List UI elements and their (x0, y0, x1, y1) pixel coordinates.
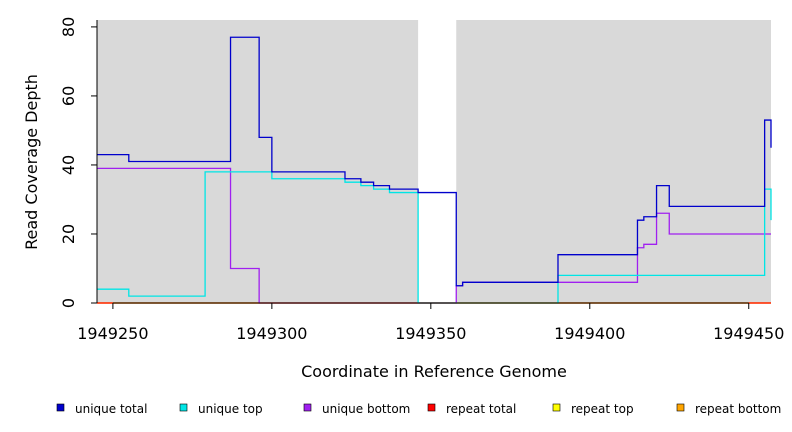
legend-label: unique bottom (322, 402, 410, 416)
x-tick-label: 1949300 (236, 324, 307, 343)
legend-item-repeat-top: repeat top (552, 402, 634, 416)
y-axis: 0 20 40 60 80 (59, 17, 97, 308)
legend-label: repeat total (446, 402, 516, 416)
legend-item-repeat-total: repeat total (427, 402, 516, 416)
legend-swatch (303, 403, 312, 412)
legend-item-unique-bottom: unique bottom (303, 402, 410, 416)
x-axis: 1949250 1949300 1949350 1949400 1949450 (77, 302, 784, 343)
x-tick-label: 1949400 (554, 324, 625, 343)
legend-item-unique-top: unique top (179, 402, 263, 416)
legend-item-repeat-bottom: repeat bottom (676, 402, 781, 416)
legend-label: repeat top (571, 402, 634, 416)
y-tick-label: 0 (59, 298, 78, 308)
legend: unique total unique top unique bottom repea… (56, 402, 781, 416)
coverage-gap (418, 20, 457, 303)
legend-item-unique-total: unique total (56, 402, 147, 416)
y-tick-label: 40 (59, 155, 78, 175)
legend-label: repeat bottom (695, 402, 781, 416)
legend-swatch (179, 403, 188, 412)
y-tick-label: 60 (59, 86, 78, 106)
x-tick-label: 1949450 (713, 324, 784, 343)
y-tick-label: 80 (59, 17, 78, 37)
x-axis-title: Coordinate in Reference Genome (301, 362, 567, 381)
x-tick-label: 1949350 (395, 324, 466, 343)
y-axis-title: Read Coverage Depth (22, 74, 41, 250)
legend-swatch (676, 403, 685, 412)
x-tick-label: 1949250 (77, 324, 148, 343)
legend-swatch (552, 403, 561, 412)
legend-swatch (427, 403, 436, 412)
legend-swatch (56, 403, 65, 412)
series-line-unique-total (97, 36, 772, 287)
legend-label: unique top (198, 402, 263, 416)
legend-label: unique total (75, 402, 147, 416)
y-tick-label: 20 (59, 224, 78, 244)
